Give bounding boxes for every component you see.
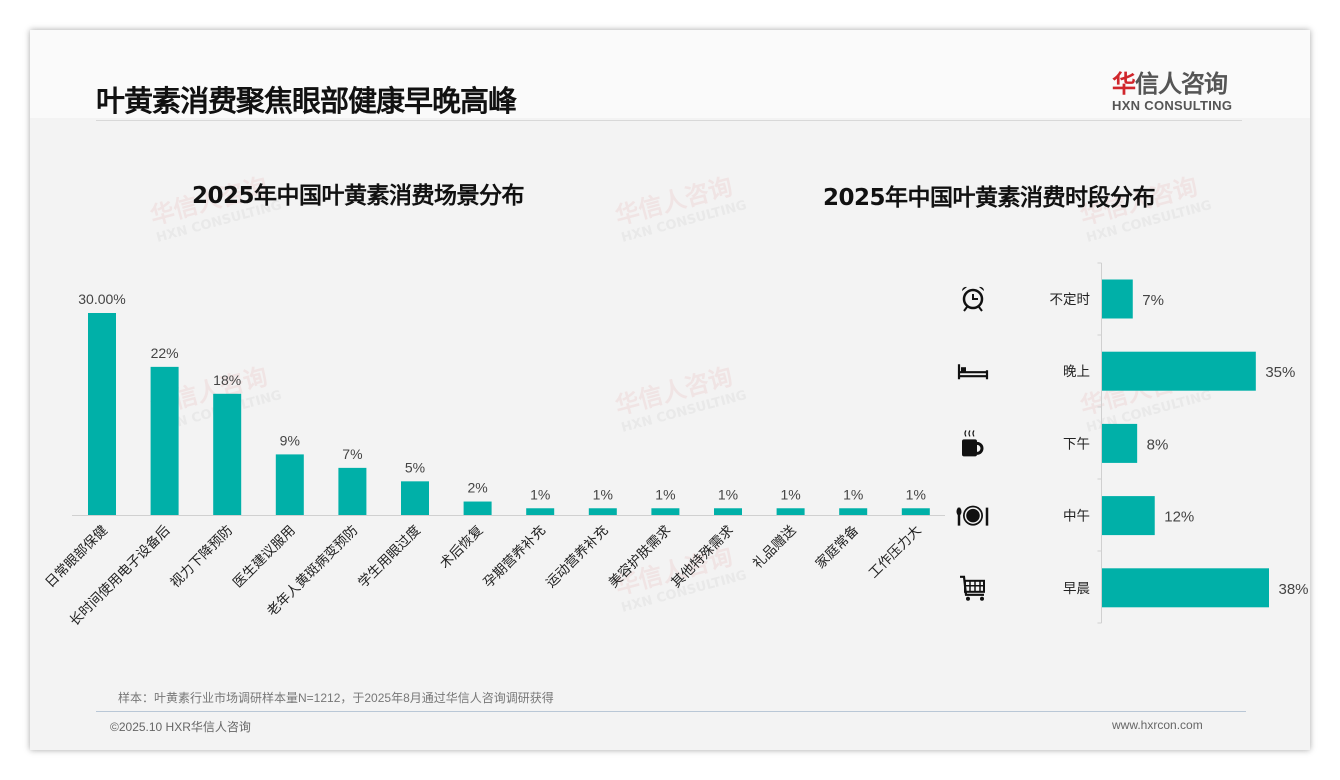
bar <box>901 508 930 515</box>
data-label: 38% <box>1279 581 1309 598</box>
shopping-cart-icon <box>960 575 985 601</box>
data-label: 7% <box>342 446 362 462</box>
data-label: 1% <box>843 486 863 502</box>
copyright: ©2025.10 HXR华信人咨询 <box>110 720 251 734</box>
bar <box>275 454 304 515</box>
alarm-clock-icon <box>961 286 985 312</box>
coffee-cup-icon <box>962 430 984 457</box>
title-divider <box>96 120 1242 121</box>
category-label: 日常眼部保健 <box>42 523 111 592</box>
bar <box>588 508 617 515</box>
data-label: 2% <box>467 480 487 496</box>
category-label: 中午 <box>1063 509 1090 525</box>
logo-english: HXN CONSULTING <box>1112 98 1233 113</box>
data-label: 1% <box>906 486 926 502</box>
bar <box>714 508 742 515</box>
category-label: 美容护肤需求 <box>605 521 675 591</box>
bar <box>213 393 242 515</box>
data-label: 1% <box>718 486 738 502</box>
data-label: 18% <box>213 372 241 388</box>
sample-note: 样本：叶黄素行业市场调研样本量N=1212，于2025年8月通过华信人咨询调研获… <box>118 691 554 705</box>
data-label: 22% <box>151 345 179 361</box>
footer-divider <box>96 711 1246 712</box>
logo-brand-char: 华 <box>1112 70 1136 98</box>
bar <box>401 481 429 515</box>
category-label: 晚上 <box>1063 364 1090 380</box>
category-label: 长时间使用电子设备后 <box>66 522 173 629</box>
bar <box>1102 423 1138 463</box>
slide: 叶黄素消费聚焦眼部健康早晚高峰 华信人咨询 HXN CONSULTING 华信人… <box>30 30 1310 750</box>
bar <box>88 313 116 515</box>
category-label: 其他特殊需求 <box>668 522 737 591</box>
category-label: 工作压力大 <box>866 523 925 582</box>
logo-brand-rest: 信人咨询 <box>1135 70 1228 98</box>
bar <box>150 366 179 515</box>
category-label: 学生用眼过度 <box>355 523 424 592</box>
data-label: 35% <box>1265 364 1295 381</box>
data-label: 8% <box>1147 436 1169 453</box>
category-label: 不定时 <box>1050 292 1091 308</box>
bar <box>463 501 492 515</box>
data-label: 5% <box>405 459 425 475</box>
bar <box>839 508 868 515</box>
bar <box>1102 496 1155 536</box>
category-label: 运动营养补充 <box>543 523 612 592</box>
bar <box>1102 279 1133 319</box>
category-label: 早晨 <box>1063 581 1091 597</box>
left-chart-title: 2025年中国叶黄素消费场景分布 <box>192 183 525 209</box>
right-chart-title: 2025年中国叶黄素消费时段分布 <box>823 185 1156 211</box>
data-label: 1% <box>530 486 550 502</box>
page-title: 叶黄素消费聚焦眼部健康早晚高峰 <box>96 84 517 118</box>
bar <box>526 508 555 515</box>
category-label: 礼品赠送 <box>750 522 800 572</box>
bar <box>1102 351 1256 391</box>
data-label: 1% <box>655 486 675 502</box>
data-label: 1% <box>780 486 800 502</box>
bar <box>651 508 680 515</box>
bar <box>1102 568 1269 608</box>
data-label: 1% <box>593 486 613 502</box>
data-label: 12% <box>1164 509 1194 526</box>
category-label: 医生建议服用 <box>230 523 299 592</box>
category-label: 孕期营养补充 <box>480 523 549 592</box>
website: www.hxrcon.com <box>1112 718 1203 732</box>
data-label: 9% <box>280 432 300 448</box>
category-label: 术后恢复 <box>436 522 486 572</box>
bar <box>338 467 367 515</box>
header-band <box>30 30 1310 118</box>
category-label: 视力下降预防 <box>167 523 236 592</box>
data-label: 30.00% <box>78 291 125 307</box>
plate-cutlery-icon <box>956 505 989 526</box>
category-label: 家庭常备 <box>812 521 863 572</box>
category-label: 下午 <box>1063 436 1090 452</box>
bed-icon <box>957 364 989 380</box>
data-label: 7% <box>1142 292 1164 309</box>
brand-logo: 华信人咨询 HXN CONSULTING <box>1112 64 1232 113</box>
bar <box>776 508 805 515</box>
